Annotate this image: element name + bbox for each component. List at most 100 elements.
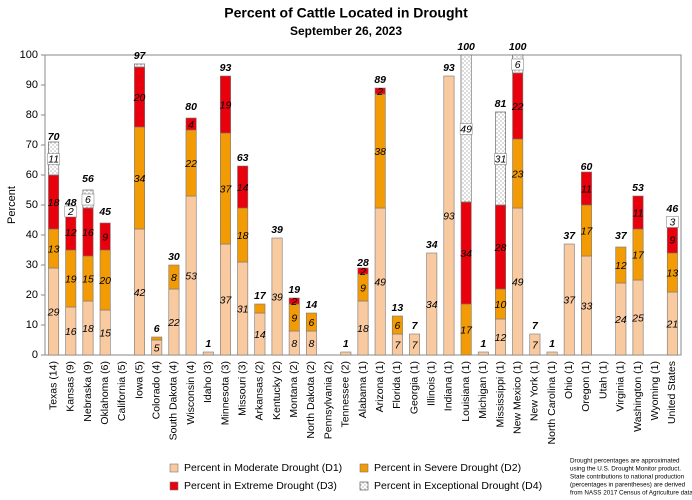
segment-label: 12 <box>65 227 77 239</box>
bar-segment <box>151 336 163 341</box>
segment-label: 28 <box>494 242 507 254</box>
y-tick-label: 20 <box>26 289 38 301</box>
segment-label: 8 <box>291 338 297 350</box>
total-label: 7 <box>532 320 539 332</box>
bar-segment <box>529 333 541 356</box>
segment-label: 11 <box>48 153 59 165</box>
segment-label: 2 <box>290 296 297 308</box>
total-label: 48 <box>64 197 77 209</box>
chart-title: Percent of Cattle Located in Drought <box>224 5 468 21</box>
segment-label: 16 <box>65 326 77 338</box>
x-tick-label: Washington (1) <box>632 361 644 432</box>
segment-label: 6 <box>85 194 91 206</box>
bar-segment <box>581 171 592 206</box>
segment-label: 33 <box>581 300 593 312</box>
x-tick-label: South Dakota (4) <box>168 361 180 440</box>
total-label: 1 <box>205 338 211 350</box>
segment-label: 37 <box>220 294 233 306</box>
segment-label: 6 <box>394 320 400 332</box>
x-tick-label: Indiana (1) <box>443 361 455 411</box>
footnote: Drought percentages are approximated <box>570 458 680 465</box>
label-box <box>81 193 95 206</box>
segment-label: 34 <box>460 248 472 260</box>
bar-segment <box>546 351 558 356</box>
bar-segment <box>185 117 197 131</box>
x-tick-label: Tennessee (2) <box>340 361 352 428</box>
segment-label: 15 <box>99 327 111 339</box>
legend-swatch-pattern <box>359 481 369 491</box>
total-label: 1 <box>549 338 555 350</box>
x-tick-label: Nebraska (9) <box>82 361 94 422</box>
segment-label: 29 <box>47 306 60 318</box>
total-label: 1 <box>480 338 486 350</box>
segment-label: 18 <box>48 197 60 209</box>
x-tick-label: Oklahoma (6) <box>99 361 111 425</box>
bar-segment <box>99 222 111 251</box>
segment-label: 6 <box>515 59 521 71</box>
segment-label: 2 <box>67 206 74 218</box>
segment-label: 22 <box>511 101 524 113</box>
x-tick-label: Texas (14) <box>47 361 59 410</box>
x-tick-label: Georgia (1) <box>408 361 420 414</box>
total-label: 80 <box>185 101 197 113</box>
segment-label: 22 <box>167 317 180 329</box>
segment-label: 17 <box>581 225 594 237</box>
footnote: from NASS 2017 Census of Agriculture dat… <box>570 490 692 497</box>
segment-label: 2 <box>359 266 366 278</box>
segment-label: 7 <box>412 339 419 351</box>
y-tick-label: 50 <box>26 199 38 211</box>
total-label: 34 <box>426 239 438 251</box>
x-tick-label: Pennsylvania (2) <box>322 361 334 439</box>
total-label: 17 <box>254 290 267 302</box>
x-tick-label: Wisconsin (4) <box>185 361 197 425</box>
y-axis-label: Percent <box>6 186 18 224</box>
y-tick-label: 70 <box>26 139 38 151</box>
legend-swatch <box>359 463 369 473</box>
segment-label: 11 <box>633 207 644 219</box>
segment-label: 49 <box>374 276 386 288</box>
total-label: 6 <box>154 323 160 335</box>
total-label: 37 <box>615 230 628 242</box>
x-tick-label: North Carolina (1) <box>546 361 558 444</box>
segment-label: 53 <box>185 270 197 282</box>
bar-segment <box>340 351 352 356</box>
bar-segment <box>426 252 438 356</box>
label-box <box>494 153 507 165</box>
legend-label: Percent in Extreme Drought (D3) <box>184 480 337 492</box>
label-box <box>47 153 60 165</box>
y-tick-label: 0 <box>32 349 38 361</box>
total-label: 46 <box>666 203 679 215</box>
footnote: using the U.S. Drought Monitor product. <box>570 466 681 473</box>
segment-label: 10 <box>495 299 507 311</box>
bar-segment <box>615 246 627 284</box>
segment-label: 16 <box>82 227 94 239</box>
x-tick-label: United States <box>666 361 678 424</box>
total-label: 93 <box>220 62 232 74</box>
segment-label: 9 <box>102 231 108 243</box>
total-label: 89 <box>374 74 386 86</box>
x-tick-label: Colorado (4) <box>151 361 163 419</box>
y-tick-label: 100 <box>20 49 38 61</box>
segment-label: 93 <box>443 210 455 222</box>
total-label: 70 <box>48 131 60 143</box>
bar-segment <box>391 315 403 335</box>
segment-label: 4 <box>188 119 194 131</box>
x-tick-label: Montana (2) <box>288 361 300 418</box>
segment-label: 14 <box>254 329 266 341</box>
x-tick-label: Kentucky (2) <box>271 361 283 420</box>
legend-label: Percent in Exceptional Drought (D4) <box>374 480 542 492</box>
x-tick-label: Iowa (5) <box>133 361 145 399</box>
x-tick-label: Mississippi (1) <box>494 361 506 428</box>
y-tick-label: 30 <box>26 259 38 271</box>
x-tick-label: Illinois (1) <box>426 361 438 406</box>
total-label: 60 <box>581 161 593 173</box>
label-box <box>64 205 78 218</box>
segment-label: 14 <box>237 182 249 194</box>
segment-label: 39 <box>271 291 283 303</box>
segment-label: 34 <box>134 173 146 185</box>
segment-label: 25 <box>631 312 644 324</box>
legend-swatch <box>169 463 179 473</box>
bar-segment <box>374 87 386 95</box>
total-label: 100 <box>457 41 475 53</box>
chart-subtitle: September 26, 2023 <box>290 24 402 38</box>
